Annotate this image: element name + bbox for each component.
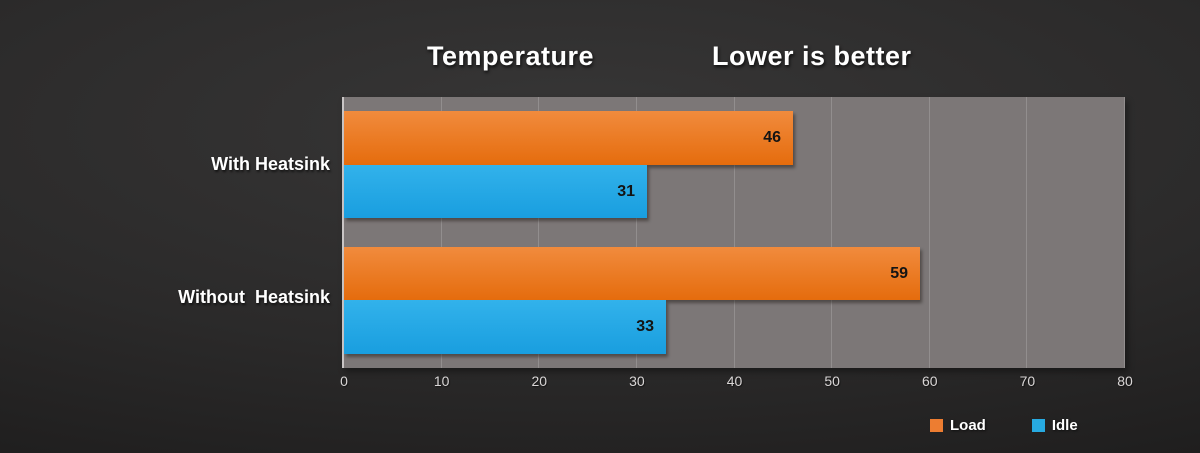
legend-label-idle: Idle (1051, 417, 1078, 434)
legend-item-load: Load (930, 417, 986, 434)
gridline-60 (928, 97, 930, 368)
x-axis-tick-labels: 0 10 20 30 40 50 60 70 80 (340, 373, 1133, 393)
chart-subtitle: Lower is better (712, 41, 912, 71)
x-tick-label-10: 10 (433, 373, 450, 389)
x-tick-label-0: 0 (340, 373, 348, 389)
x-tick-label-60: 60 (921, 373, 938, 389)
x-tick-label-70: 70 (1019, 373, 1036, 389)
bar-value-label: 31 (617, 182, 635, 200)
x-tick-label-50: 50 (824, 373, 840, 389)
x-tick-label-20: 20 (531, 373, 548, 389)
gridline-40 (733, 97, 735, 368)
legend-swatch-load (930, 419, 943, 432)
legend-label-load: Load (950, 417, 986, 434)
legend-item-idle: Idle (1031, 417, 1078, 434)
gridline-20 (538, 97, 540, 368)
legend-swatch-idle (1031, 419, 1045, 432)
gridline-80 (1124, 97, 1125, 368)
legend: Load Idle (930, 417, 1078, 434)
x-tick-label-80: 80 (1117, 373, 1133, 389)
bar-load-0: 46 (344, 111, 793, 165)
gridline-10 (440, 97, 442, 368)
gridline-50 (831, 97, 833, 368)
bar-value-label: 46 (763, 129, 781, 146)
category-label-with-heatsink: With Heatsink (211, 154, 330, 174)
bar-value-label: 33 (636, 318, 654, 335)
bar-idle-1: 33 (344, 300, 666, 354)
plot-area: 46 31 59 33 (342, 97, 1125, 368)
x-tick-label-40: 40 (726, 373, 743, 389)
bar-idle-0: 31 (344, 164, 647, 219)
gridline-70 (1026, 97, 1028, 368)
bar-load-1: 59 (344, 246, 920, 301)
category-label-without-heatsink: Without Heatsink (178, 287, 330, 307)
x-tick-label-30: 30 (629, 373, 645, 389)
gridline-30 (635, 97, 637, 368)
bar-value-label: 59 (890, 264, 908, 282)
chart-title: Temperature (427, 41, 595, 71)
